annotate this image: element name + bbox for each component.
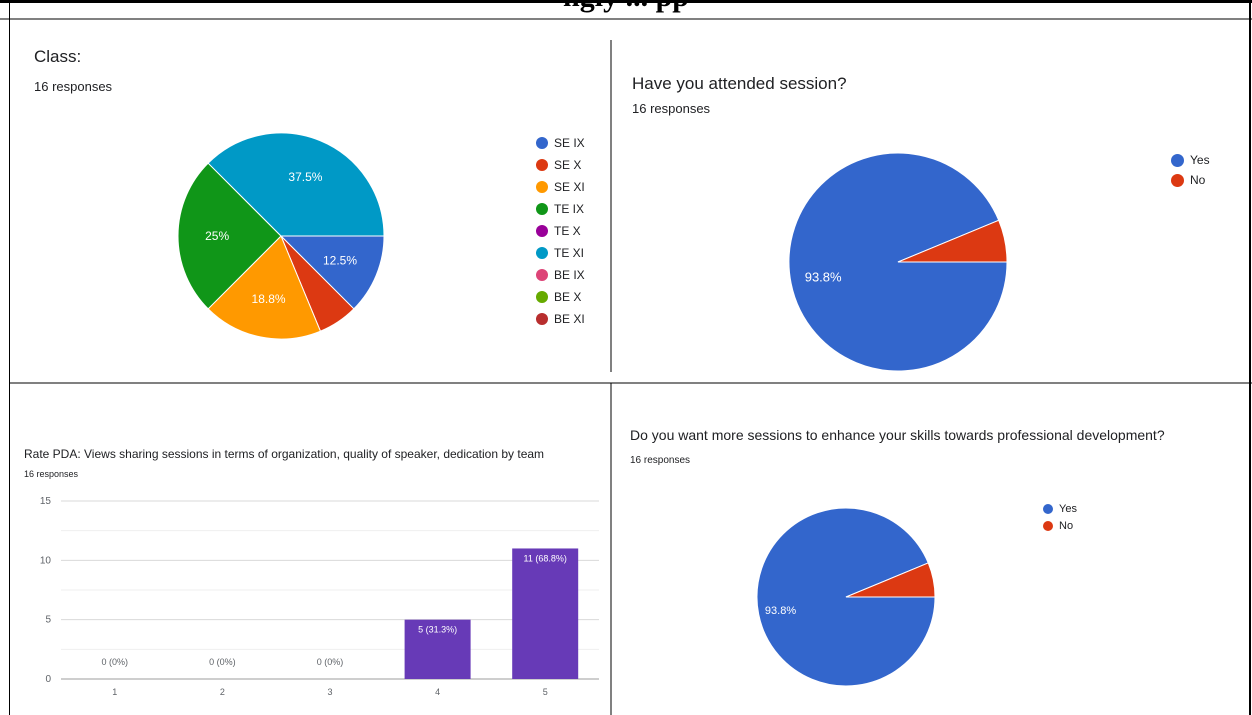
legend-label: SE X — [554, 158, 582, 172]
y-tick-label: 5 — [45, 615, 51, 626]
chart-title: Have you attended session? — [632, 74, 847, 93]
x-tick-label: 1 — [112, 687, 117, 697]
pie-percent-label: 12.5% — [323, 254, 357, 268]
legend-label: No — [1059, 519, 1074, 532]
legend-swatch — [1043, 503, 1053, 514]
legend-label: BE X — [554, 290, 582, 304]
legend-swatch — [1043, 520, 1053, 531]
legend-item-be-ix: BE IX — [536, 264, 585, 286]
chart-title: Class: — [34, 47, 82, 66]
legend-label: TE X — [554, 224, 581, 238]
bar-value-label: 11 (68.8%) — [524, 553, 567, 563]
legend-item-no: No — [1043, 517, 1077, 534]
page-heading: ngly ... pp — [0, 0, 1252, 12]
legend-swatch — [1171, 173, 1184, 187]
legend-item-yes: Yes — [1171, 150, 1210, 170]
bar-4 — [404, 619, 471, 679]
pie-percent-label: 37.5% — [288, 170, 322, 184]
chart-panel-more-sessions: Do you want more sessions to enhance you… — [611, 383, 1252, 715]
rating-bar-chart: 0 5 10 15 0 (0%) 1 0 (0%) 2 0 (0%) 3 5 (31.3%) 4 11 … — [40, 496, 599, 697]
legend-label: SE XI — [554, 180, 585, 194]
legend-item-be-xi: BE XI — [536, 308, 585, 330]
pie-slice-te-xi — [207, 132, 385, 237]
legend-label: TE IX — [554, 202, 585, 216]
pie-percent-label: 93.8% — [765, 605, 796, 617]
x-tick-label: 5 — [543, 687, 548, 697]
class-pie-chart: 12.5% 18.8% 25% 37.5% — [177, 132, 385, 340]
legend-swatch — [536, 181, 548, 193]
legend-swatch — [536, 247, 548, 259]
chart-title: Rate PDA: Views sharing sessions in term… — [24, 447, 545, 461]
more-sessions-legend: Yes No — [1043, 500, 1077, 534]
legend-label: Yes — [1190, 153, 1210, 167]
chart-panel-class: Class: 16 responses 12.5% 18.8% 25% 37.5% S… — [9, 19, 611, 372]
y-tick-label: 15 — [40, 496, 52, 507]
legend-item-se-ix: SE IX — [536, 132, 585, 154]
legend-item-be-x: BE X — [536, 286, 585, 308]
x-tick-label: 4 — [435, 687, 440, 697]
pie-slice-se-xi — [207, 235, 322, 340]
bar-value-label: 0 (0%) — [102, 657, 129, 667]
bar-5 — [512, 548, 579, 679]
legend-label: BE IX — [554, 268, 585, 282]
legend-swatch — [536, 269, 548, 281]
pie-slice-no — [897, 219, 1008, 263]
legend-label: Yes — [1059, 502, 1077, 515]
pie-slice-yes — [788, 152, 1008, 372]
bar-value-label: 5 (31.3%) — [418, 625, 457, 635]
more-sessions-pie-chart: 93.8% — [756, 507, 936, 687]
legend-swatch — [1171, 153, 1184, 167]
response-count: 16 responses — [34, 79, 113, 94]
response-count: 16 responses — [630, 455, 691, 466]
legend-item-se-xi: SE XI — [536, 176, 585, 198]
pie-slice-no — [845, 562, 936, 598]
x-tick-label: 2 — [220, 687, 225, 697]
legend-item-te-xi: TE XI — [536, 242, 585, 264]
legend-swatch — [536, 225, 548, 237]
legend-label: No — [1190, 173, 1206, 187]
pie-percent-label: 93.8% — [805, 269, 842, 284]
attended-legend: Yes No — [1171, 150, 1210, 190]
legend-item-te-x: TE X — [536, 220, 585, 242]
legend-item-yes: Yes — [1043, 500, 1077, 517]
y-tick-label: 0 — [45, 674, 51, 685]
attended-pie-chart: 93.8% — [788, 152, 1008, 372]
class-legend: SE IX SE X SE XI TE IX TE X TE XI BE IX BE X BE … — [536, 132, 585, 330]
legend-item-no: No — [1171, 170, 1210, 190]
response-count: 16 responses — [632, 101, 711, 116]
bar-value-label: 0 (0%) — [209, 657, 236, 667]
pie-slice-se-ix — [279, 235, 385, 310]
y-tick-label: 10 — [40, 555, 52, 566]
legend-label: SE IX — [554, 136, 585, 150]
chart-panel-attended: Have you attended session? 16 responses … — [611, 19, 1252, 383]
legend-label: TE XI — [554, 246, 585, 260]
chart-title: Do you want more sessions to enhance you… — [630, 427, 1165, 443]
legend-swatch — [536, 137, 548, 149]
pie-percent-label: 25% — [205, 229, 229, 243]
response-count: 16 responses — [24, 469, 79, 479]
legend-swatch — [536, 313, 548, 325]
legend-swatch — [536, 159, 548, 171]
chart-panel-rating: Rate PDA: Views sharing sessions in term… — [9, 383, 611, 715]
pie-percent-label: 18.8% — [252, 292, 286, 306]
bar-value-label: 0 (0%) — [317, 657, 344, 667]
legend-swatch — [536, 291, 548, 303]
legend-item-se-x: SE X — [536, 154, 585, 176]
x-tick-label: 3 — [327, 687, 332, 697]
legend-swatch — [536, 203, 548, 215]
legend-item-te-ix: TE IX — [536, 198, 585, 220]
pie-slice-te-ix — [177, 162, 282, 310]
legend-label: BE XI — [554, 312, 585, 326]
